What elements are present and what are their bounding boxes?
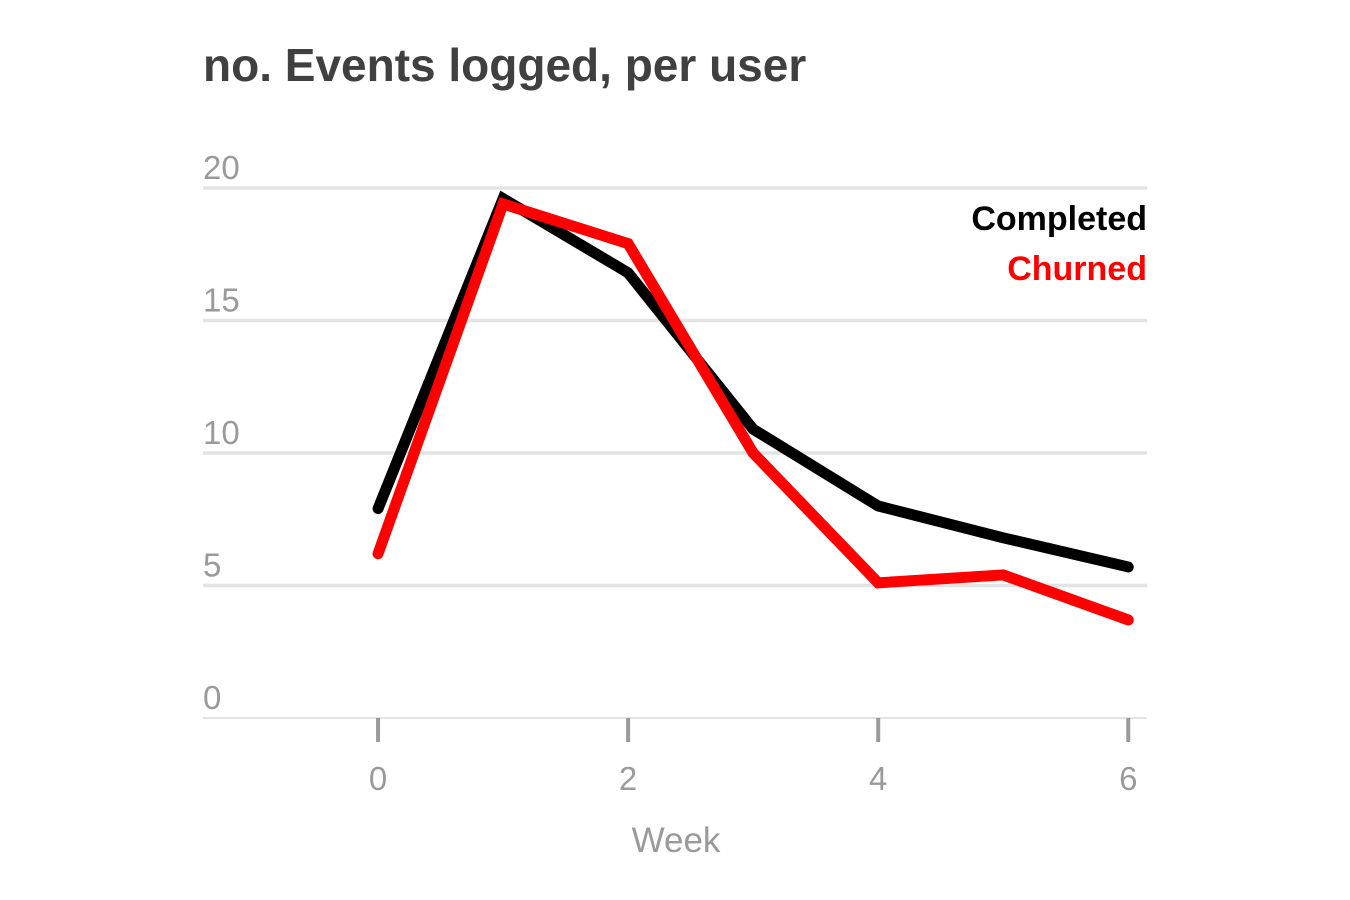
- legend: Completed Churned: [971, 200, 1147, 288]
- legend-entry-completed: Completed: [971, 200, 1147, 238]
- x-tick-label: 0: [369, 760, 387, 797]
- y-tick-label: 15: [203, 282, 240, 319]
- y-tick-label: 0: [203, 679, 221, 716]
- series-line-churned: [372, 197, 1134, 626]
- y-tick-label: 10: [203, 414, 240, 451]
- series-lines: [372, 190, 1134, 626]
- y-axis-ticks: 0 5 10 15 20: [203, 149, 240, 716]
- x-axis: 0 2 4 6: [369, 718, 1137, 797]
- x-tick-label: 2: [619, 760, 637, 797]
- legend-entry-churned: Churned: [1007, 250, 1147, 288]
- chart-title: no. Events logged, per user: [203, 39, 807, 91]
- x-tick-label: 4: [869, 760, 887, 797]
- y-tick-label: 20: [203, 149, 240, 186]
- y-tick-label: 5: [203, 547, 221, 584]
- x-tick-label: 6: [1119, 760, 1137, 797]
- x-axis-label: Week: [632, 821, 721, 860]
- gridlines: [203, 186, 1147, 719]
